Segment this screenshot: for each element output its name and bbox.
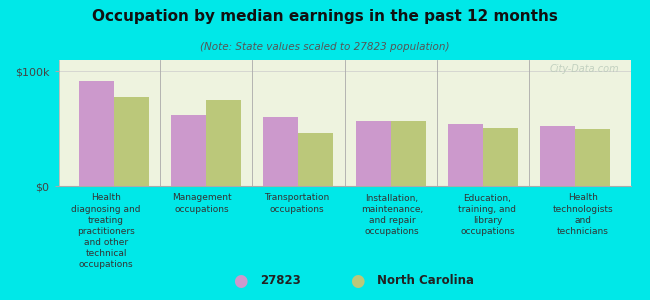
Bar (171, 115, 206, 186)
Bar (79, 81, 114, 186)
Bar (356, 121, 391, 186)
Bar (263, 117, 298, 186)
Text: Installation,
maintenance,
and repair
occupations: Installation, maintenance, and repair oc… (361, 194, 423, 236)
Text: City-Data.com: City-Data.com (549, 64, 619, 74)
Text: Occupation by median earnings in the past 12 months: Occupation by median earnings in the pas… (92, 9, 558, 24)
Bar (206, 100, 241, 186)
Text: Health
technologists
and
technicians: Health technologists and technicians (552, 194, 613, 236)
Bar (540, 126, 575, 186)
Text: North Carolina: North Carolina (377, 274, 474, 287)
Text: Management
occupations: Management occupations (172, 194, 231, 214)
Text: ●: ● (233, 272, 248, 290)
Bar (298, 133, 333, 186)
Bar (575, 129, 610, 186)
Text: 27823: 27823 (260, 274, 301, 287)
Bar (391, 121, 426, 186)
Text: Education,
training, and
library
occupations: Education, training, and library occupat… (458, 194, 517, 236)
Bar (483, 128, 518, 186)
Text: (Note: State values scaled to 27823 population): (Note: State values scaled to 27823 popu… (200, 42, 450, 52)
Text: ●: ● (350, 272, 365, 290)
Text: Health
diagnosing and
treating
practitioners
and other
technical
occupations: Health diagnosing and treating practitio… (72, 194, 141, 269)
Text: Transportation
occupations: Transportation occupations (264, 194, 330, 214)
Bar (114, 97, 149, 186)
Bar (448, 124, 483, 186)
